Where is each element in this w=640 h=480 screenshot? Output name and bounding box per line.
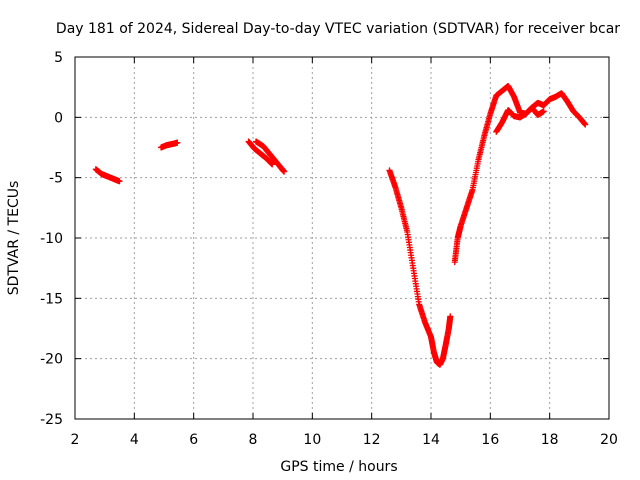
y-tick-label: -10 xyxy=(40,231,63,247)
series-segment-3a xyxy=(245,138,276,168)
series-segment-2 xyxy=(158,139,181,151)
x-tick-label: 18 xyxy=(541,432,559,448)
x-tick-label: 8 xyxy=(249,432,258,448)
x-tick-label: 16 xyxy=(481,432,499,448)
chart-title: Day 181 of 2024, Sidereal Day-to-day VTE… xyxy=(56,21,620,37)
x-tick-label: 6 xyxy=(189,432,198,448)
y-tick-label: -5 xyxy=(49,171,63,187)
data-point xyxy=(116,178,123,185)
x-tick-label: 20 xyxy=(600,432,618,448)
data-point xyxy=(540,108,547,115)
series-segment-5 xyxy=(451,82,589,266)
series-segment-4 xyxy=(386,167,454,368)
y-tick-label: -20 xyxy=(40,352,63,368)
x-tick-label: 4 xyxy=(130,432,139,448)
y-tick-label: 5 xyxy=(54,50,63,66)
y-axis-label: SDTVAR / TECUs xyxy=(6,181,22,296)
data-point xyxy=(582,121,589,128)
y-tick-label: 0 xyxy=(54,110,63,126)
x-tick-label: 12 xyxy=(363,432,381,448)
y-tick-label: -15 xyxy=(40,291,63,307)
data-point xyxy=(174,139,181,146)
series-segment-3b xyxy=(252,138,288,175)
series-segment-1 xyxy=(92,166,123,185)
data-points xyxy=(92,82,589,368)
y-tick-label: -25 xyxy=(40,412,63,428)
x-tick-label: 2 xyxy=(71,432,80,448)
series-segment-5b xyxy=(493,104,547,135)
data-point xyxy=(281,168,288,175)
data-point xyxy=(269,161,276,168)
x-tick-label: 14 xyxy=(422,432,440,448)
axis-ticks: 2 4 6 8 10 12 14 16 18 20 5 0 -5 -10 -15 -20 -25 xyxy=(40,50,618,448)
x-axis-label: GPS time / hours xyxy=(280,459,397,475)
data-point xyxy=(447,313,454,320)
x-tick-label: 10 xyxy=(303,432,321,448)
